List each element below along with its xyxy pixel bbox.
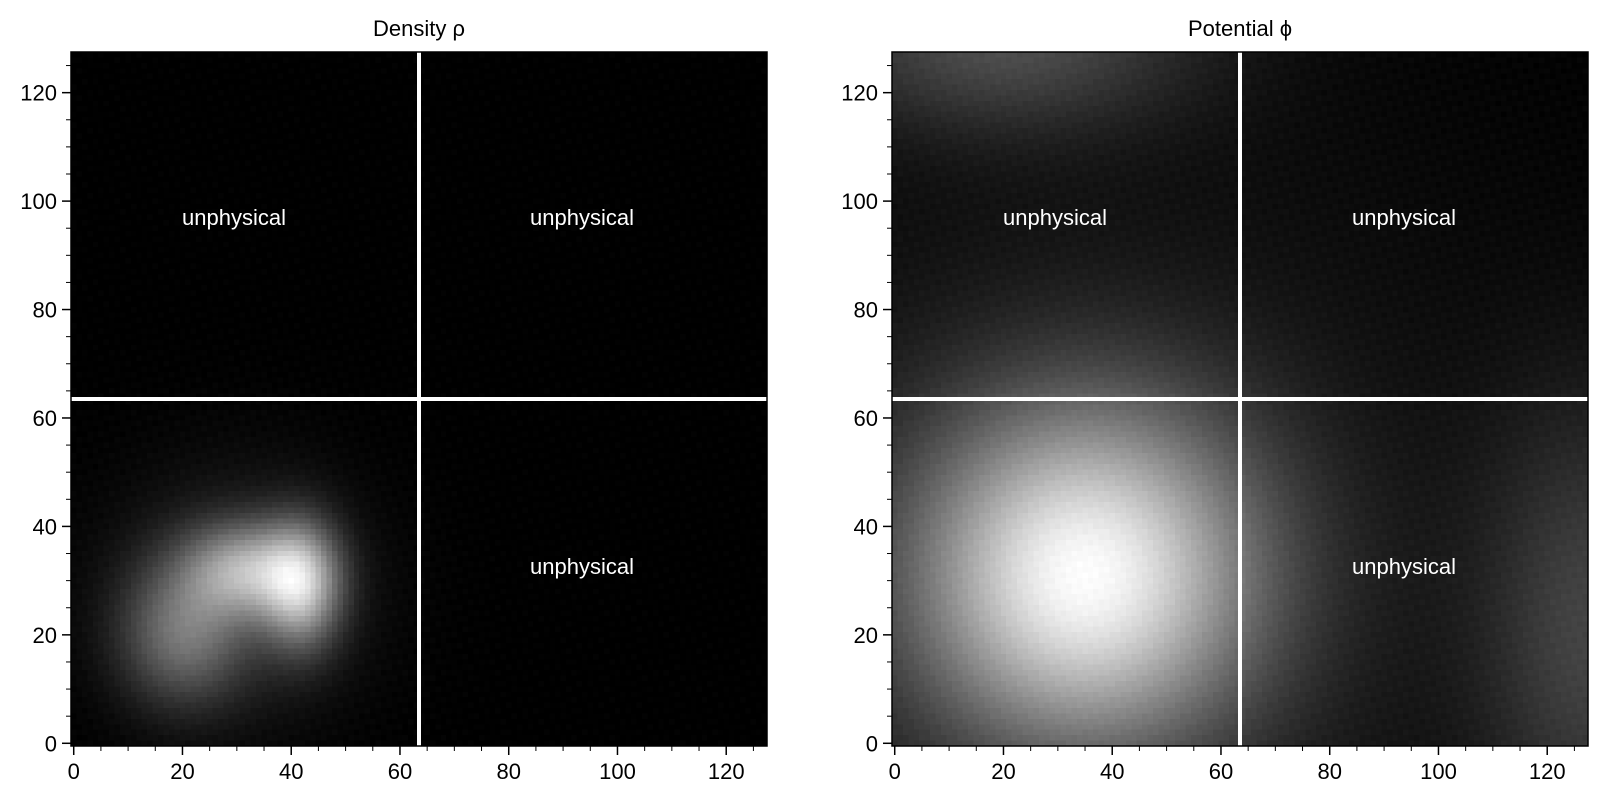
density-y-tick-label: 40 — [33, 514, 57, 539]
potential-x-tick-label: 120 — [1529, 759, 1566, 784]
potential-x-tick-label: 40 — [1100, 759, 1124, 784]
density-x-tick-label: 0 — [68, 759, 80, 784]
density-x-tick-label: 20 — [170, 759, 194, 784]
density-x-tick-label: 80 — [496, 759, 520, 784]
density-quadrant-label: unphysical — [182, 205, 286, 230]
potential-quadrant-label: unphysical — [1003, 205, 1107, 230]
density-y-tick-label: 100 — [20, 189, 57, 214]
density-ticks: 0 20 40 60 80 100 120 0 20 40 60 80 100 120 — [20, 65, 754, 784]
potential-y-tick-label: 20 — [854, 623, 878, 648]
potential-y-tick-label: 120 — [841, 81, 878, 106]
potential-x-tick-label: 80 — [1317, 759, 1341, 784]
potential-panel: Potential ϕ unphysical unphysical unphys… — [841, 16, 1589, 784]
density-quadrant-label: unphysical — [530, 205, 634, 230]
density-y-tick-label: 60 — [33, 406, 57, 431]
density-y-tick-label: 120 — [20, 81, 57, 106]
potential-y-tick-label: 100 — [841, 189, 878, 214]
potential-y-tick-label: 0 — [866, 731, 878, 756]
density-x-tick-label: 100 — [599, 759, 636, 784]
density-y-tick-label: 0 — [45, 731, 57, 756]
density-y-tick-label: 80 — [33, 298, 57, 323]
density-y-tick-label: 20 — [33, 623, 57, 648]
density-axes-frame — [70, 51, 768, 747]
potential-x-tick-label: 0 — [889, 759, 901, 784]
density-x-tick-label: 40 — [279, 759, 303, 784]
density-x-tick-label: 120 — [708, 759, 745, 784]
density-x-tick-label: 60 — [388, 759, 412, 784]
potential-x-tick-label: 100 — [1420, 759, 1457, 784]
potential-x-tick-label: 20 — [991, 759, 1015, 784]
potential-axes-frame — [891, 51, 1589, 747]
potential-quadrant-label: unphysical — [1352, 554, 1456, 579]
potential-quadrant-label: unphysical — [1352, 205, 1456, 230]
potential-y-tick-label: 80 — [854, 298, 878, 323]
potential-ticks: 0 20 40 60 80 100 120 0 20 40 60 80 100 120 — [841, 65, 1575, 784]
density-title: Density ρ — [373, 16, 465, 41]
potential-y-tick-label: 60 — [854, 406, 878, 431]
density-panel: Density ρ unphysical unphysical unphysic… — [20, 16, 768, 784]
potential-x-tick-label: 60 — [1209, 759, 1233, 784]
potential-title: Potential ϕ — [1188, 16, 1292, 41]
density-quadrant-label: unphysical — [530, 554, 634, 579]
potential-y-tick-label: 40 — [854, 514, 878, 539]
